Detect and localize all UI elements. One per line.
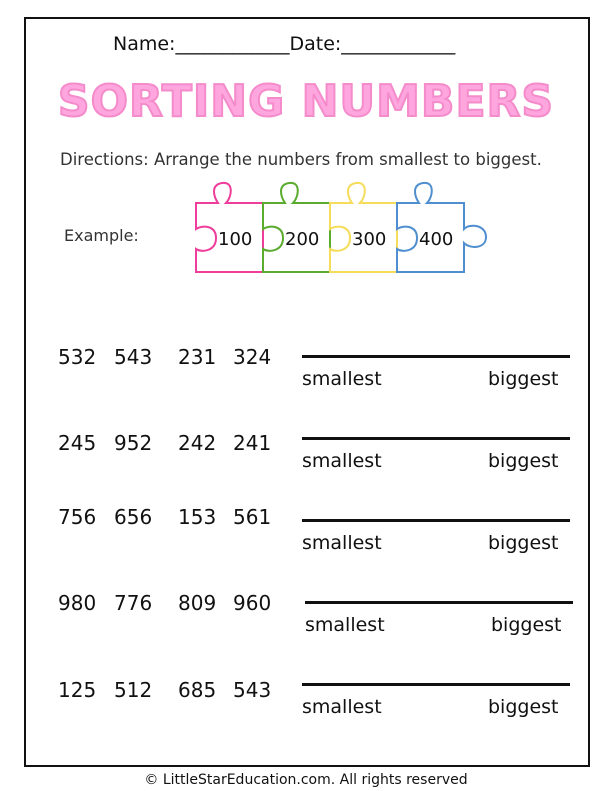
copyright-footer: © LittleStarEducation.com. All rights re… <box>144 772 468 788</box>
number: 561 <box>233 505 272 529</box>
number: 656 <box>114 505 153 529</box>
example-label: Example: <box>64 226 139 245</box>
number: 980 <box>58 591 97 615</box>
answer-line[interactable] <box>305 601 573 604</box>
puzzle-piece <box>396 181 488 273</box>
number: 809 <box>178 591 217 615</box>
smallest-label: smallest <box>302 696 382 718</box>
number: 543 <box>114 345 153 369</box>
name-field[interactable]: Name:____________ <box>113 33 290 55</box>
number: 685 <box>178 678 217 702</box>
puzzle-number: 400 <box>419 229 453 250</box>
puzzle-piece <box>262 181 331 273</box>
name-date-header: Name:____________Date:____________ <box>113 33 455 55</box>
directions: Directions: Arrange the numbers from sma… <box>60 150 542 169</box>
smallest-label: smallest <box>305 614 385 636</box>
number: 952 <box>114 431 153 455</box>
number: 231 <box>178 345 217 369</box>
number: 153 <box>178 505 217 529</box>
smallest-label: smallest <box>302 368 382 390</box>
number: 960 <box>233 591 272 615</box>
answer-line[interactable] <box>302 355 570 358</box>
biggest-label: biggest <box>488 696 559 718</box>
biggest-label: biggest <box>491 614 562 636</box>
number: 324 <box>233 345 272 369</box>
smallest-label: smallest <box>302 532 382 554</box>
page-title: SORTING NUMBERS <box>57 75 555 128</box>
puzzle-piece <box>195 181 264 273</box>
biggest-label: biggest <box>488 450 559 472</box>
puzzle-number: 100 <box>218 229 252 250</box>
puzzle-example: 100 200 300 400 <box>195 181 488 273</box>
smallest-label: smallest <box>302 450 382 472</box>
number: 512 <box>114 678 153 702</box>
answer-line[interactable] <box>302 437 570 440</box>
number: 245 <box>58 431 97 455</box>
number: 242 <box>178 431 217 455</box>
number: 776 <box>114 591 153 615</box>
number: 532 <box>58 345 97 369</box>
answer-line[interactable] <box>302 519 570 522</box>
answer-line[interactable] <box>302 683 570 686</box>
biggest-label: biggest <box>488 532 559 554</box>
number: 543 <box>233 678 272 702</box>
number: 756 <box>58 505 97 529</box>
puzzle-piece <box>329 181 398 273</box>
number: 125 <box>58 678 97 702</box>
biggest-label: biggest <box>488 368 559 390</box>
date-field[interactable]: Date:____________ <box>289 33 456 55</box>
number: 241 <box>233 431 272 455</box>
puzzle-number: 300 <box>352 229 386 250</box>
puzzle-number: 200 <box>285 229 319 250</box>
page-border <box>24 17 590 767</box>
